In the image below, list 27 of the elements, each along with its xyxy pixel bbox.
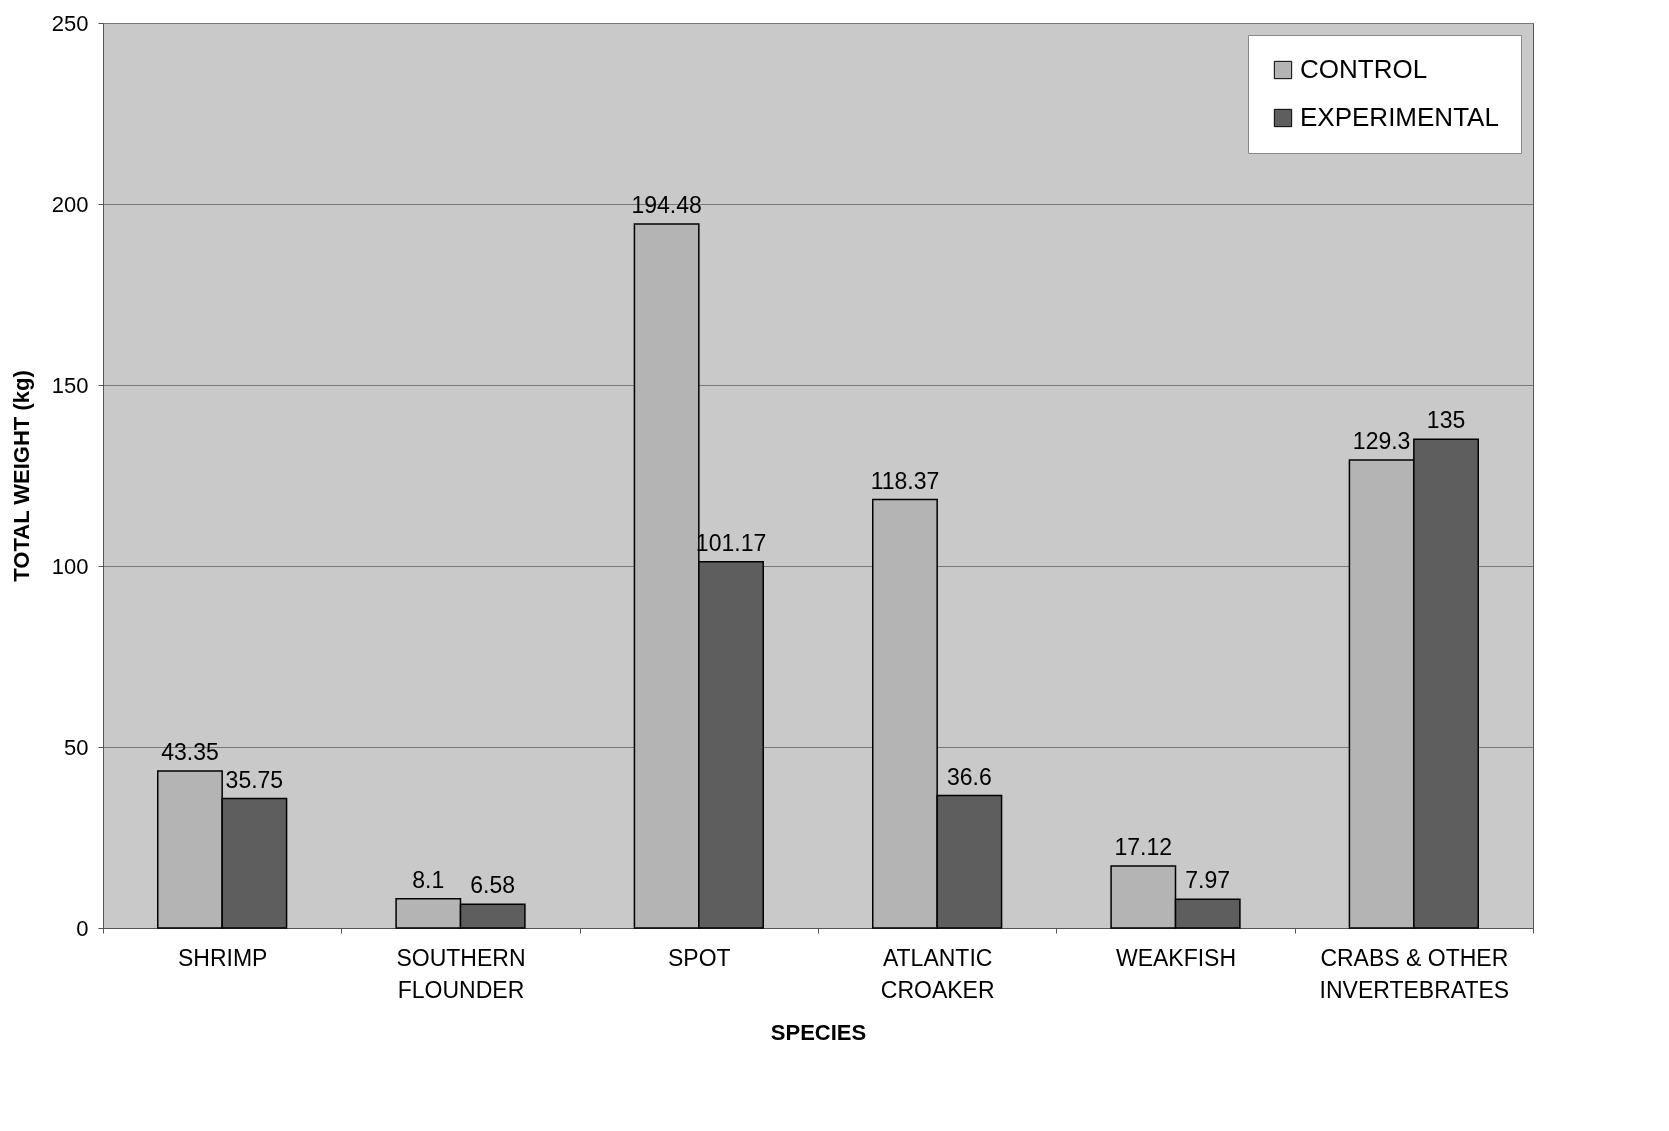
- legend-label: EXPERIMENTAL: [1300, 102, 1499, 132]
- data-label: 135: [1426, 407, 1466, 434]
- data-label: 8.1: [412, 866, 445, 893]
- x-tick-label: SHRIMP: [177, 944, 268, 971]
- y-tick-label: 100: [51, 553, 89, 579]
- y-tick-label: 150: [51, 372, 89, 398]
- data-label: 129.3: [1352, 427, 1411, 454]
- x-tick-label: CRABS & OTHER INVERTEBRATES: [1319, 944, 1510, 1003]
- data-label: 17.12: [1114, 834, 1173, 861]
- data-label: 6.58: [470, 872, 516, 899]
- x-tick-label: WEAKFISH: [1115, 944, 1237, 971]
- legend-label: CONTROL: [1300, 54, 1428, 84]
- x-tick-label: SPOT: [668, 944, 731, 971]
- y-tick-label: 0: [76, 915, 89, 941]
- data-label: 194.48: [631, 191, 702, 218]
- x-tick-label: ATLANTIC CROAKER: [880, 944, 995, 1003]
- data-label: 35.75: [225, 766, 284, 793]
- x-tick-label: SOUTHERN FLOUNDER: [396, 944, 526, 1003]
- data-label: 7.97: [1185, 867, 1231, 894]
- data-label: 36.6: [946, 763, 992, 790]
- data-label: 43.35: [161, 739, 219, 766]
- data-label: 118.37: [870, 467, 940, 494]
- y-tick-label: 200: [51, 191, 89, 217]
- y-tick-label: 50: [64, 734, 89, 760]
- x-axis-title: SPECIES: [770, 1019, 867, 1045]
- y-axis-title: TOTAL WEIGHT (kg): [8, 370, 34, 582]
- y-tick-label: 250: [51, 10, 89, 36]
